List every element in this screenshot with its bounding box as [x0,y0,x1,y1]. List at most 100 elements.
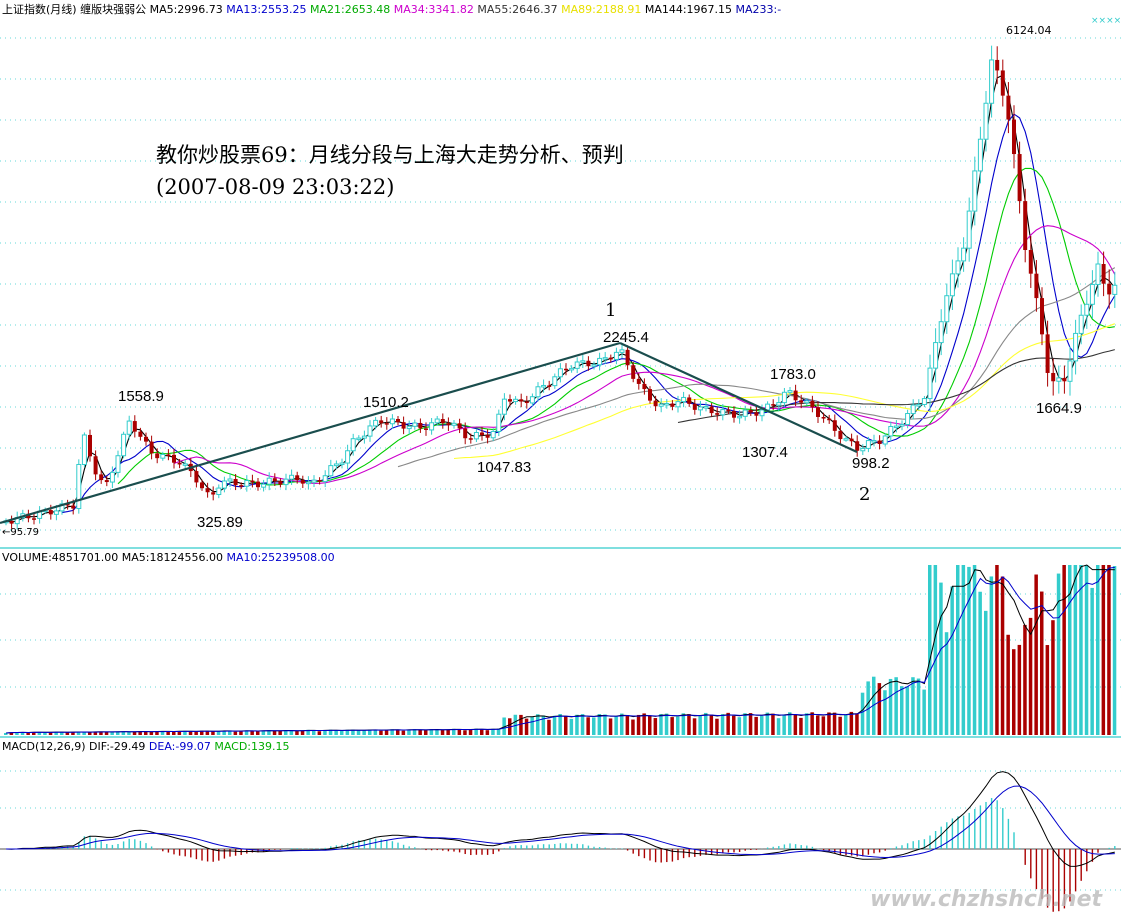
candle-body [855,441,860,451]
candle-body [535,386,541,398]
candle-body [115,455,121,473]
volume-bar [328,729,333,735]
candle-body [132,421,137,432]
volume-bar [1023,624,1027,735]
ma21-line [117,167,1115,486]
candle-body [463,428,468,439]
candle-body [177,462,182,465]
volume-bar [211,731,215,735]
candle-body [311,479,317,483]
candle-body [256,481,260,488]
header-item: MA34:3341.82 [390,3,474,16]
candle-body [648,389,652,401]
volume-bar [748,713,753,735]
volume-bar [48,732,53,735]
header-item: MA5:18124556.00 [118,551,223,564]
volume-bar [653,718,658,735]
volume-bar [82,731,86,735]
candle-body [1112,284,1118,295]
volume-bar [855,713,859,735]
volume-bar [575,714,579,735]
volume-bar [446,729,450,735]
volume-bar [323,730,327,735]
candle-body [916,404,922,407]
volume-bars [4,565,1117,735]
volume-bar [496,728,501,735]
volume-bar [1012,649,1016,735]
candle-body [597,357,603,366]
header-item: MA144:1967.15 [641,3,732,16]
volume-bar [1068,565,1072,735]
volume-bar [457,729,462,735]
volume-bar [536,714,540,735]
volume-bar [306,729,310,735]
volume-bar [300,730,305,735]
candle-body [1067,360,1073,382]
header-item: DEA:-99.07 [145,740,210,753]
candle-body [1045,334,1050,373]
candle-body [508,399,512,402]
header-item: VOLUME:4851701.00 [2,551,118,564]
volume-bar [373,729,378,735]
volume-bar [642,713,646,735]
volume-bar [43,732,47,735]
candlesticks [3,45,1118,530]
volume-bar [838,716,842,735]
candle-body [865,440,871,449]
candle-body [799,400,804,403]
volume-bar [1051,620,1055,735]
volume-bar [1084,565,1089,735]
volume-bar [116,731,120,735]
volume-bar [15,732,19,735]
candle-body [401,422,406,429]
volume-bar [743,713,747,735]
candle-body [1095,263,1101,285]
candle-body [496,413,502,432]
candle-body [356,437,362,441]
candle-body [289,474,295,480]
volume-bar [1062,565,1066,735]
candle-body [586,360,591,367]
candle-body [65,503,70,506]
candle-body [513,398,519,403]
candle-body [216,487,222,496]
volume-bar [972,565,977,735]
volume-bar [390,729,394,735]
candle-body [821,416,826,419]
candle-body [816,407,820,417]
volume-bar [289,730,294,735]
volume-bar [172,731,176,735]
candle-body [367,425,373,437]
volume-bar [32,732,36,735]
candle-body [613,351,619,360]
candle-body [406,425,412,430]
candle-body [434,418,440,424]
candle-body [524,401,529,404]
volume-bar [485,730,490,735]
volume-bar [1101,565,1106,735]
volume-bar [250,730,254,735]
candle-body [88,434,92,457]
volume-bar [160,730,165,735]
volume-bar [1073,565,1078,735]
candle-body [989,59,995,104]
macd-indicator-header: MACD(12,26,9) DIF:-29.49 DEA:-99.07 MACD… [2,740,290,753]
candle-body [384,423,389,425]
candle-body [625,349,630,366]
volume-bar [995,565,999,735]
volume-bar [418,729,422,735]
candle-body [827,418,832,421]
candle-body [350,438,356,452]
volume-bar [524,718,529,735]
volume-bar [816,715,820,735]
volume-bar [793,714,798,735]
candle-body [71,505,76,509]
volume-bar [379,730,383,735]
volume-bar [754,716,758,735]
main-indicator-header: 上证指数(月线) 缠版块强弱公 MA5:2996.73 MA13:2553.25… [2,2,781,16]
volume-bar [284,730,288,735]
volume-bar [244,730,249,735]
candle-body [166,454,171,456]
volume-bar [1006,634,1010,735]
volume-bar [1112,566,1117,735]
